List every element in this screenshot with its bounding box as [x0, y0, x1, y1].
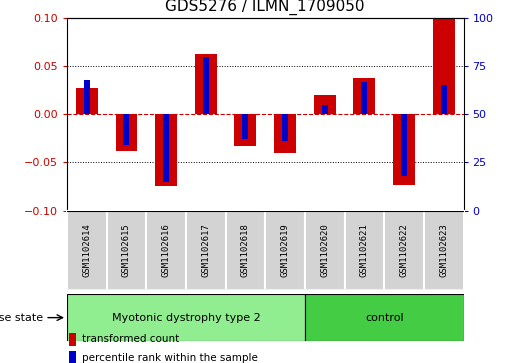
Text: percentile rank within the sample: percentile rank within the sample [82, 352, 258, 363]
Bar [401, 114, 407, 176]
Bar [305, 294, 464, 341]
Text: transformed count: transformed count [82, 334, 180, 344]
Bar [433, 18, 455, 114]
Bar [226, 211, 265, 290]
Text: GSM1102622: GSM1102622 [400, 224, 408, 277]
Bar [353, 78, 375, 114]
Bar [274, 114, 296, 153]
Bar [234, 114, 256, 146]
Bar [155, 114, 177, 187]
Text: GSM1102620: GSM1102620 [320, 224, 329, 277]
Bar [67, 294, 305, 341]
Text: GSM1102623: GSM1102623 [439, 224, 448, 277]
Bar [146, 211, 186, 290]
Bar [67, 211, 107, 290]
Bar [243, 114, 248, 139]
Text: GSM1102621: GSM1102621 [360, 224, 369, 277]
Text: GSM1102618: GSM1102618 [241, 224, 250, 277]
Bar [393, 114, 415, 184]
Bar [84, 80, 90, 114]
Bar [195, 54, 217, 114]
Text: GSM1102615: GSM1102615 [122, 224, 131, 277]
Bar [345, 211, 384, 290]
Text: GSM1102614: GSM1102614 [82, 224, 91, 277]
Text: disease state: disease state [0, 313, 43, 323]
Bar [424, 211, 464, 290]
Bar [265, 211, 305, 290]
Bar [282, 114, 288, 141]
Bar [322, 105, 328, 114]
Bar [362, 82, 367, 114]
Bar [76, 88, 98, 114]
Bar [314, 95, 336, 114]
Text: control: control [365, 313, 404, 323]
Bar [107, 211, 146, 290]
Text: GSM1102619: GSM1102619 [281, 224, 289, 277]
Bar [124, 114, 129, 145]
Text: GSM1102616: GSM1102616 [162, 224, 170, 277]
Bar [305, 211, 345, 290]
Bar [384, 211, 424, 290]
Text: Myotonic dystrophy type 2: Myotonic dystrophy type 2 [112, 313, 260, 323]
Bar [163, 114, 169, 182]
Bar [203, 57, 209, 114]
Bar [115, 114, 138, 151]
Bar [186, 211, 226, 290]
Bar [441, 86, 447, 114]
Bar [69, 333, 76, 346]
Title: GDS5276 / ILMN_1709050: GDS5276 / ILMN_1709050 [165, 0, 365, 15]
Bar [69, 351, 76, 363]
Text: GSM1102617: GSM1102617 [201, 224, 210, 277]
